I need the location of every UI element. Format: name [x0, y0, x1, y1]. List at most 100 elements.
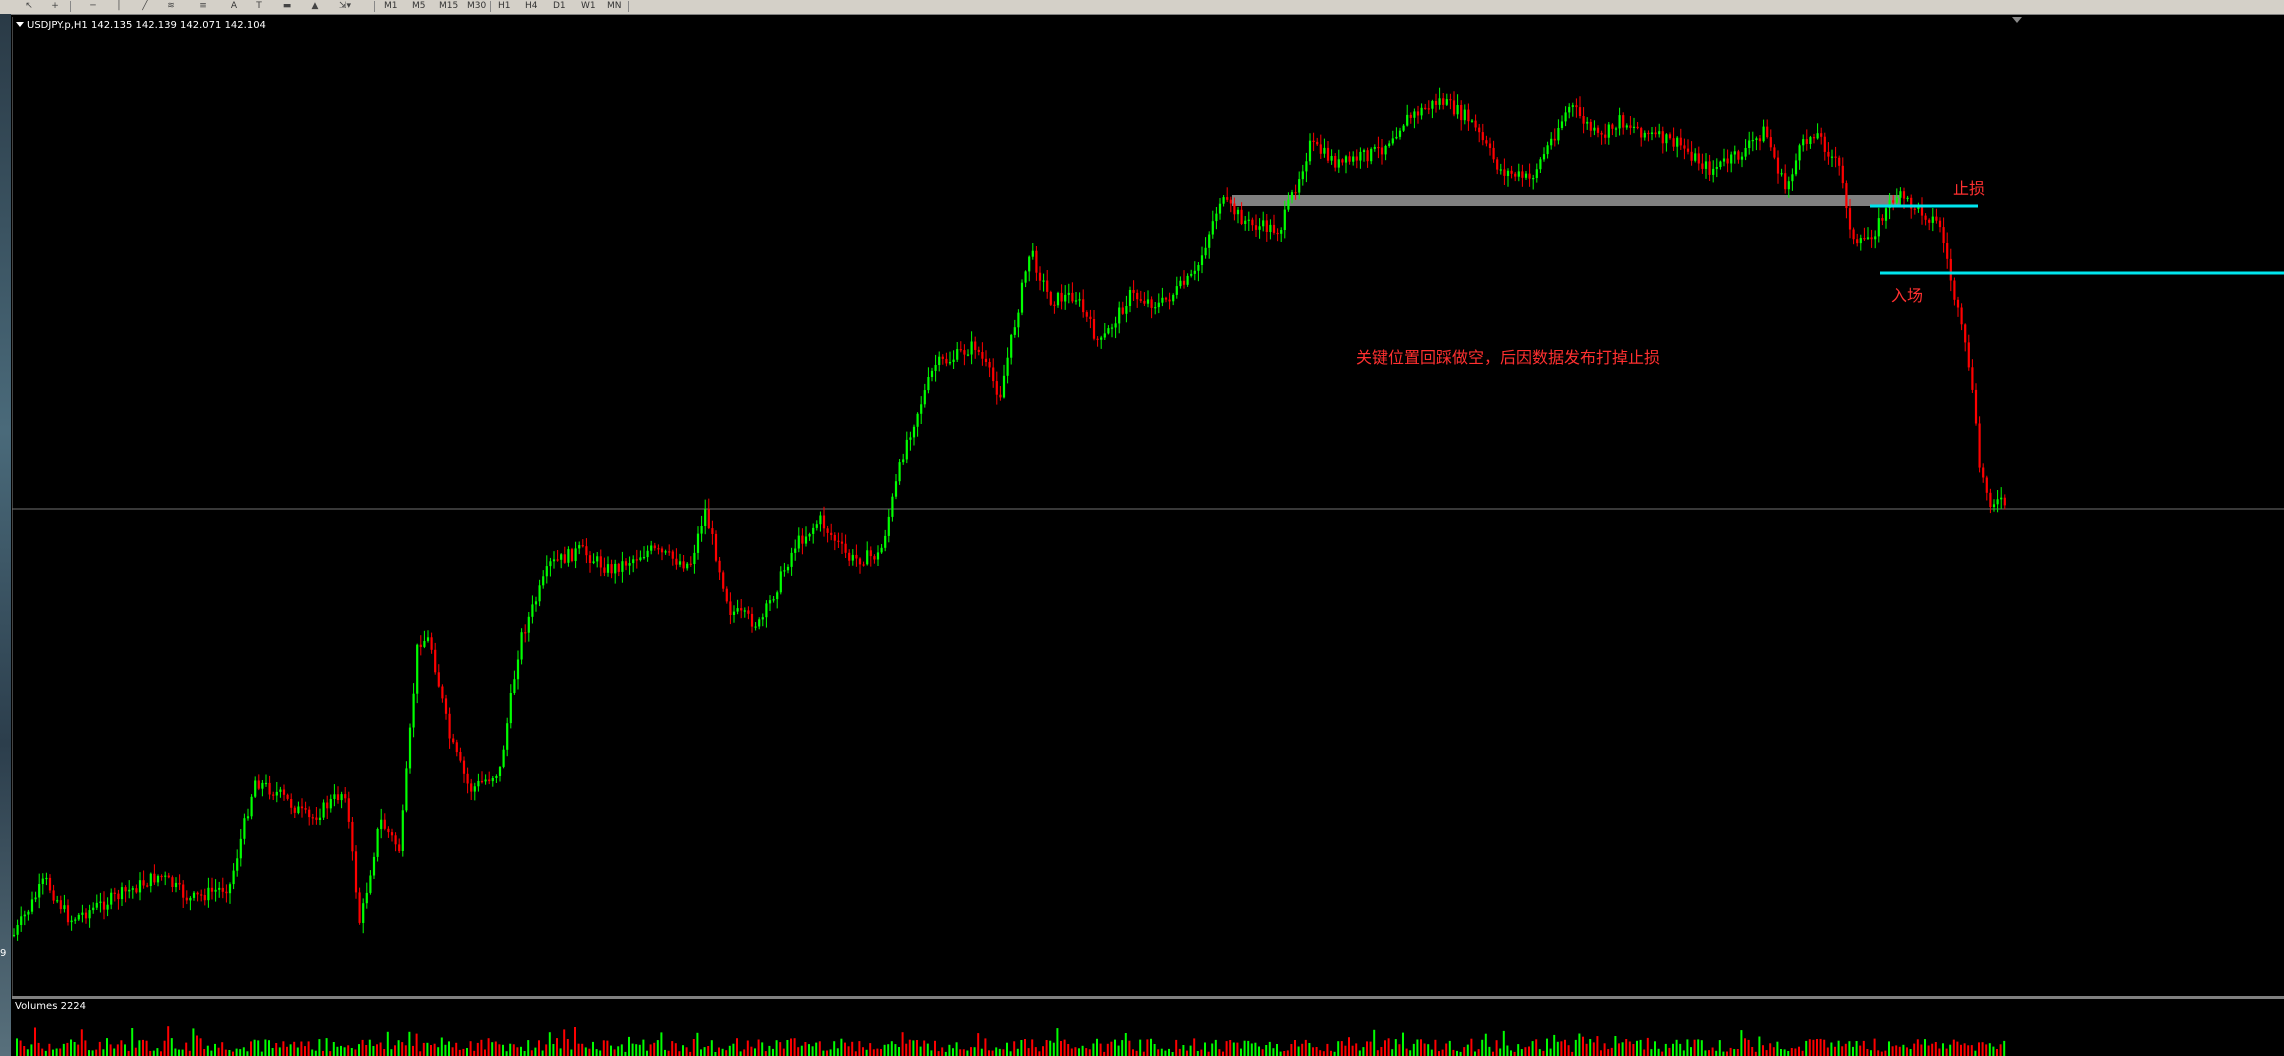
- price-chart-area[interactable]: [12, 17, 2284, 999]
- candle-body: [408, 727, 412, 769]
- candle-body: [1719, 161, 1722, 167]
- candle-body: [102, 901, 106, 910]
- volume-bar: [1394, 1039, 1397, 1056]
- volume-bar: [282, 1041, 285, 1056]
- volume-bar: [775, 1040, 778, 1056]
- candle-body: [1380, 147, 1384, 155]
- volume-bar: [653, 1042, 656, 1056]
- candle-body: [120, 887, 124, 900]
- candle-body: [509, 693, 512, 724]
- candle-body: [1370, 148, 1373, 162]
- candle-body: [1157, 302, 1160, 308]
- volume-bar: [1582, 1036, 1584, 1056]
- volume-bar: [1085, 1048, 1088, 1056]
- volume-bar: [1628, 1041, 1631, 1056]
- timeframe-mn[interactable]: MN: [607, 1, 622, 11]
- volume-bar: [970, 1047, 972, 1056]
- candle-body: [167, 875, 170, 878]
- candle-body: [1233, 203, 1236, 215]
- volume-bar: [1506, 1045, 1509, 1056]
- timeframe-m15[interactable]: M15: [439, 1, 459, 11]
- volume-bar: [1621, 1042, 1624, 1056]
- candle-body: [844, 543, 847, 553]
- candle-body: [1928, 219, 1931, 223]
- annotation-main[interactable]: 关键位置回踩做空，后因数据发布打掉止损: [1356, 348, 1661, 367]
- volume-bar: [1618, 1043, 1620, 1056]
- candle-body: [1668, 134, 1672, 139]
- volume-bar: [498, 1044, 501, 1056]
- candle-body: [1906, 197, 1909, 199]
- volume-bar: [1679, 1043, 1682, 1056]
- candle-body: [1244, 220, 1247, 224]
- candle-body: [95, 902, 98, 908]
- triangle-icon[interactable]: ▲: [311, 1, 319, 11]
- candle-body: [1406, 114, 1409, 126]
- volume-bar: [106, 1038, 108, 1056]
- timeframe-h1[interactable]: H1: [498, 1, 511, 11]
- symbol-info[interactable]: USDJPY.p,H1 142.135 142.139 142.071 142.…: [16, 20, 266, 31]
- candle-body: [470, 783, 473, 792]
- volume-bar: [502, 1044, 504, 1056]
- volume-bar: [124, 1044, 126, 1056]
- candle-body: [131, 888, 134, 890]
- annotation-stop-loss[interactable]: 止损: [1953, 179, 1986, 198]
- candle-body: [837, 540, 840, 542]
- volume-bar: [844, 1042, 846, 1056]
- candle-body: [1978, 423, 1981, 468]
- candle-body: [1326, 147, 1330, 161]
- chart-shift-marker-icon[interactable]: [2012, 17, 2022, 23]
- candle-body: [1413, 111, 1416, 118]
- candle-body: [1820, 133, 1823, 137]
- cursor-icon[interactable]: ↖: [25, 1, 33, 11]
- pane-splitter[interactable]: [12, 996, 2284, 999]
- label-icon[interactable]: T: [256, 1, 262, 11]
- candle-body: [297, 806, 300, 813]
- candle-body: [1067, 292, 1070, 295]
- timeframe-m5[interactable]: M5: [412, 1, 426, 11]
- volume-bar: [530, 1050, 533, 1056]
- candle-body: [1751, 140, 1754, 142]
- candle-body: [434, 649, 437, 673]
- candle-body: [1740, 156, 1744, 160]
- timeframe-h4[interactable]: H4: [525, 1, 538, 11]
- volume-bar: [797, 1047, 800, 1056]
- timeframe-d1[interactable]: D1: [553, 1, 566, 11]
- volume-bar: [962, 1049, 965, 1056]
- rectangle-icon[interactable]: ▬: [282, 1, 292, 11]
- volume-bar: [862, 1047, 864, 1056]
- crosshair-icon[interactable]: +: [51, 1, 59, 11]
- volume-bar: [1315, 1047, 1318, 1056]
- text-tool-button[interactable]: A: [230, 1, 238, 11]
- candle-body: [1474, 120, 1477, 128]
- candle-body: [898, 462, 901, 482]
- candle-body: [740, 608, 743, 611]
- timeframe-w1[interactable]: W1: [581, 1, 596, 11]
- candle-body: [1323, 147, 1326, 154]
- candle-body: [315, 817, 318, 820]
- volume-bar: [826, 1050, 828, 1056]
- vertical-line-icon[interactable]: │: [116, 1, 122, 11]
- candle-body: [1316, 141, 1319, 145]
- candle-body: [441, 686, 444, 699]
- arrows-icon[interactable]: ⇲▾: [338, 1, 352, 11]
- volume-bar: [646, 1050, 648, 1056]
- trendline-icon[interactable]: ╱: [142, 1, 148, 11]
- candle-body: [354, 851, 358, 893]
- annotation-entry[interactable]: 入场: [1891, 286, 1924, 305]
- fibonacci-icon[interactable]: ≋: [167, 1, 175, 11]
- volume-bar: [192, 1028, 195, 1056]
- candle-body: [952, 359, 955, 362]
- candle-body: [1485, 140, 1488, 144]
- candle-body: [329, 799, 332, 809]
- dropdown-arrow-icon[interactable]: [16, 22, 24, 27]
- candle-body: [686, 563, 689, 569]
- candle-body: [1737, 151, 1740, 160]
- volume-bar: [1337, 1041, 1340, 1056]
- volume-bar: [1531, 1041, 1534, 1056]
- timeframe-m30[interactable]: M30: [467, 1, 487, 11]
- horizontal-line-icon[interactable]: ─: [90, 1, 96, 11]
- channel-icon[interactable]: ≡: [199, 1, 207, 11]
- timeframe-m1[interactable]: M1: [384, 1, 398, 11]
- volume-bar: [1981, 1042, 1984, 1056]
- volume-bar: [566, 1039, 569, 1056]
